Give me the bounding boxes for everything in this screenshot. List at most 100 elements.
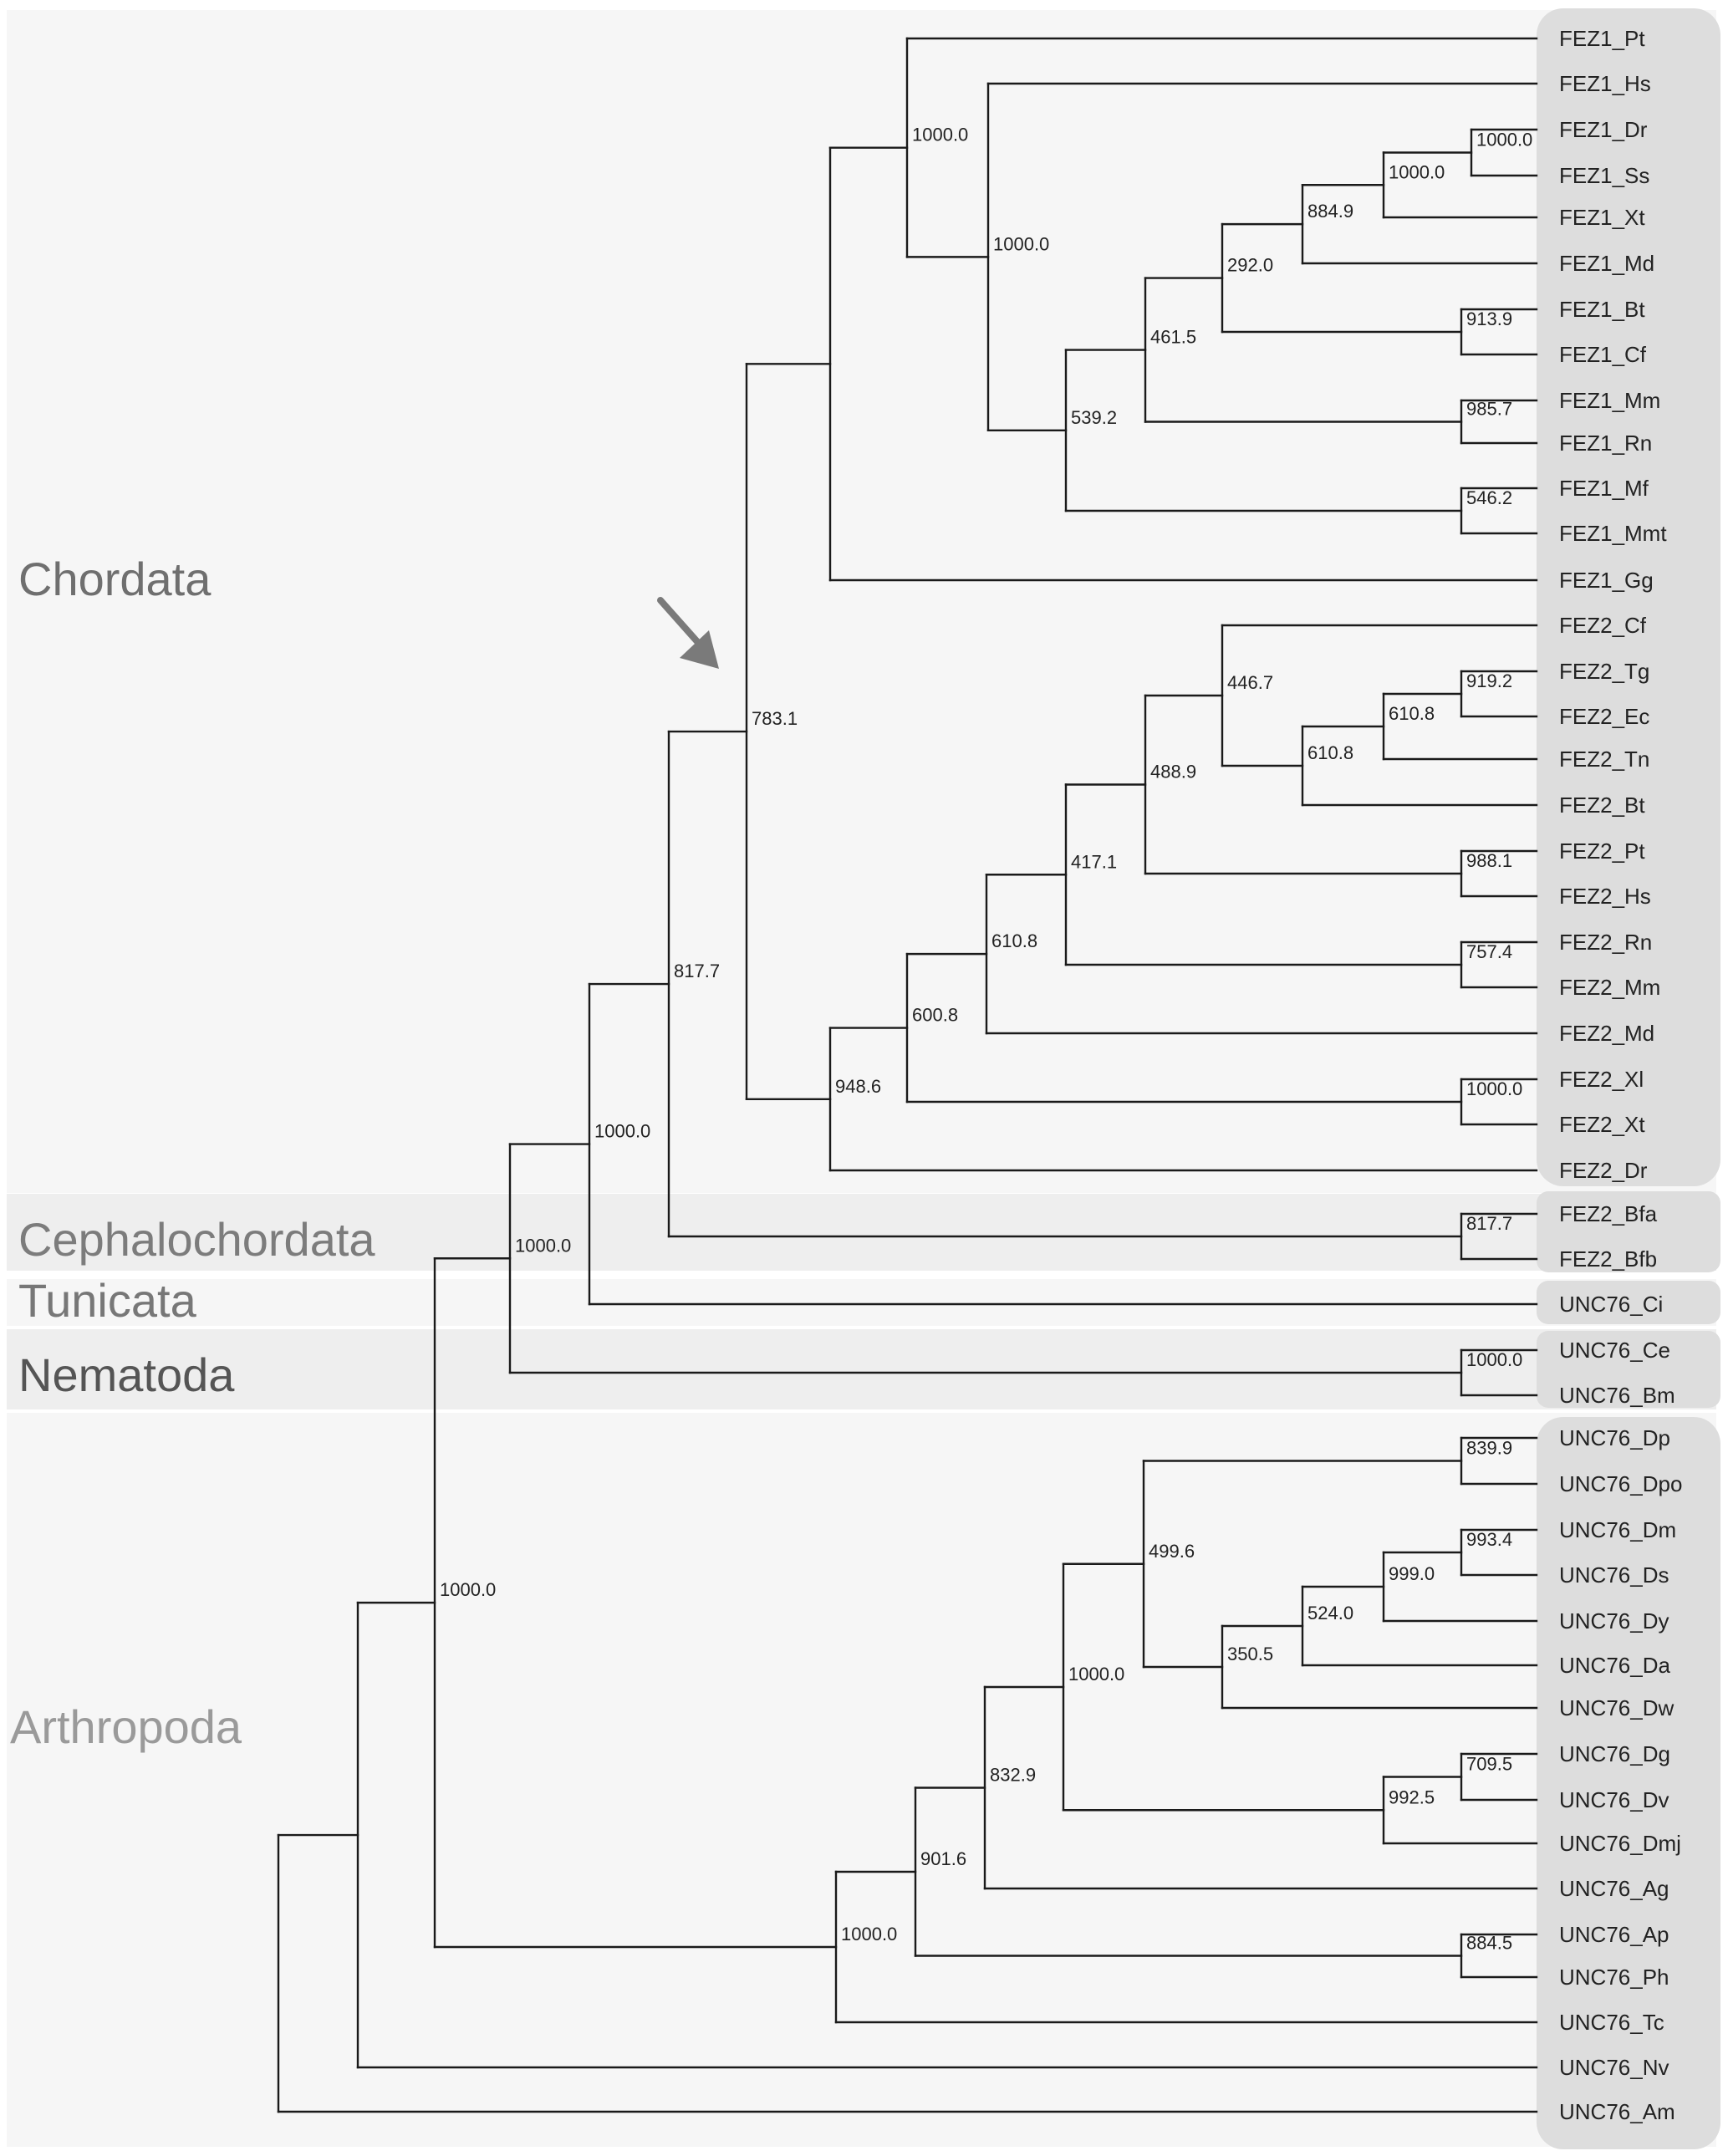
leaf-label: FEZ2_Ec <box>1559 704 1649 729</box>
leaf-label: FEZ1_Rn <box>1559 431 1652 456</box>
leaf-label: FEZ1_Mm <box>1559 388 1660 413</box>
leaf-label: FEZ2_Rn <box>1559 930 1652 955</box>
bootstrap-value: 817.7 <box>674 961 720 981</box>
leaf-label: UNC76_Ph <box>1559 1965 1669 1990</box>
bootstrap-value: 488.9 <box>1150 762 1196 782</box>
bootstrap-value: 783.1 <box>752 708 798 729</box>
leaf-label: UNC76_Ag <box>1559 1876 1669 1901</box>
bootstrap-value: 600.8 <box>912 1005 958 1026</box>
bootstrap-value: 832.9 <box>990 1765 1036 1786</box>
bootstrap-value: 919.2 <box>1466 670 1512 691</box>
chordata-band <box>7 10 1716 1193</box>
leaf-label: FEZ1_Xt <box>1559 205 1645 230</box>
leaf-label: UNC76_Nv <box>1559 2055 1669 2080</box>
bootstrap-value: 1000.0 <box>1466 1349 1522 1370</box>
bootstrap-value: 499.6 <box>1149 1541 1195 1562</box>
tunicata-band <box>7 1279 1716 1326</box>
bootstrap-value: 817.7 <box>1466 1213 1512 1234</box>
leaf-label: FEZ2_Tg <box>1559 659 1649 684</box>
leaf-label: FEZ2_Hs <box>1559 884 1651 909</box>
leaf-label: UNC76_Tc <box>1559 2010 1664 2035</box>
group-label-cephalochordata: Cephalochordata <box>18 1213 375 1266</box>
leaf-box-tunicata <box>1537 1281 1720 1324</box>
leaf-label: FEZ2_Bfa <box>1559 1201 1658 1226</box>
nematoda-band <box>7 1329 1716 1409</box>
leaf-label: UNC76_Dpo <box>1559 1471 1682 1496</box>
leaf-label: FEZ2_Mm <box>1559 975 1660 1000</box>
group-label-tunicata: Tunicata <box>18 1274 197 1327</box>
bootstrap-value: 1000.0 <box>1476 130 1532 150</box>
leaf-box-nematoda <box>1537 1331 1720 1408</box>
leaf-label: UNC76_Dv <box>1559 1787 1669 1812</box>
bootstrap-value: 417.1 <box>1071 851 1117 872</box>
bootstrap-value: 1000.0 <box>993 233 1049 254</box>
leaf-label: FEZ1_Ss <box>1559 163 1649 188</box>
leaf-label: FEZ1_Gg <box>1559 568 1654 593</box>
leaf-label: UNC76_Dmj <box>1559 1831 1681 1856</box>
leaf-label: UNC76_Dy <box>1559 1608 1669 1634</box>
arrow-down-right-icon <box>657 597 719 669</box>
leaf-label: FEZ2_Xl <box>1559 1067 1644 1092</box>
tree-branches <box>277 37 1538 2113</box>
bootstrap-value: 539.2 <box>1071 407 1117 428</box>
leaf-label: FEZ2_Pt <box>1559 838 1645 864</box>
bootstrap-value: 1000.0 <box>1389 161 1445 182</box>
cephalochordata-band <box>7 1194 1716 1271</box>
leaf-label: UNC76_Da <box>1559 1653 1670 1678</box>
leaf-label: FEZ1_Mmt <box>1559 521 1667 546</box>
bootstrap-value: 610.8 <box>1389 703 1435 724</box>
bootstrap-value: 988.1 <box>1466 850 1512 871</box>
bootstrap-value: 948.6 <box>835 1076 881 1097</box>
bootstrap-value: 1000.0 <box>515 1235 571 1256</box>
leaf-label: FEZ1_Dr <box>1559 117 1648 142</box>
leaf-label: FEZ2_Bt <box>1559 793 1645 818</box>
leaf-label: UNC76_Dg <box>1559 1741 1670 1766</box>
group-label-nematoda: Nematoda <box>18 1348 235 1401</box>
bootstrap-value: 884.5 <box>1466 1933 1512 1954</box>
bootstrap-value: 1000.0 <box>1466 1078 1522 1099</box>
bootstrap-value: 546.2 <box>1466 487 1512 508</box>
bootstrap-value: 1000.0 <box>841 1924 897 1944</box>
bootstrap-value: 1000.0 <box>912 125 968 145</box>
leaf-label: FEZ2_Cf <box>1559 613 1647 638</box>
leaf-box-arthropoda <box>1537 1417 1720 2149</box>
leaf-label: UNC76_Ci <box>1559 1292 1663 1317</box>
leaf-label: FEZ1_Bt <box>1559 297 1645 322</box>
bootstrap-value: 524.0 <box>1307 1603 1353 1623</box>
leaf-label: UNC76_Am <box>1559 2099 1675 2124</box>
bootstrap-value: 610.8 <box>991 930 1037 951</box>
bootstrap-value: 446.7 <box>1227 672 1273 693</box>
bootstrap-value: 709.5 <box>1466 1754 1512 1775</box>
bootstrap-value: 985.7 <box>1466 399 1512 420</box>
bootstrap-value: 350.5 <box>1227 1644 1273 1664</box>
leaf-label: FEZ1_Md <box>1559 251 1654 276</box>
leaf-label: UNC76_Bm <box>1559 1383 1675 1408</box>
leaf-label: FEZ1_Cf <box>1559 342 1647 367</box>
bootstrap-value: 292.0 <box>1227 255 1273 276</box>
leaf-box-cephalochordata <box>1537 1191 1720 1272</box>
leaf-label: FEZ1_Pt <box>1559 26 1645 51</box>
leaf-labels: FEZ1_Pt FEZ1_Hs FEZ1_Dr FEZ1_Ss FEZ1_Xt FEZ1_… <box>1559 26 1682 2124</box>
group-label-chordata: Chordata <box>18 553 212 605</box>
bootstrap-value: 901.6 <box>920 1848 966 1869</box>
leaf-box-fez <box>1537 8 1720 1186</box>
bootstrap-value: 839.9 <box>1466 1438 1512 1459</box>
arthropoda-band <box>7 1413 1716 2147</box>
bootstrap-value: 610.8 <box>1307 742 1353 763</box>
leaf-label: UNC76_Dp <box>1559 1425 1670 1450</box>
leaf-label: FEZ1_Mf <box>1559 476 1649 501</box>
bootstrap-value: 992.5 <box>1389 1786 1435 1807</box>
bootstrap-value: 884.9 <box>1307 201 1353 222</box>
bootstrap-value: 757.4 <box>1466 941 1512 962</box>
leaf-label: FEZ1_Hs <box>1559 71 1651 96</box>
group-label-arthropoda: Arthropoda <box>10 1700 242 1753</box>
leaf-label: UNC76_Ds <box>1559 1562 1669 1588</box>
bootstrap-value: 913.9 <box>1466 308 1512 329</box>
bootstrap-value: 461.5 <box>1150 327 1196 348</box>
bootstrap-value: 1000.0 <box>440 1579 496 1600</box>
leaf-label: UNC76_Dw <box>1559 1695 1674 1720</box>
leaf-label: FEZ2_Tn <box>1559 747 1649 772</box>
leaf-label: UNC76_Dm <box>1559 1517 1676 1542</box>
bootstrap-value: 1000.0 <box>594 1121 650 1142</box>
